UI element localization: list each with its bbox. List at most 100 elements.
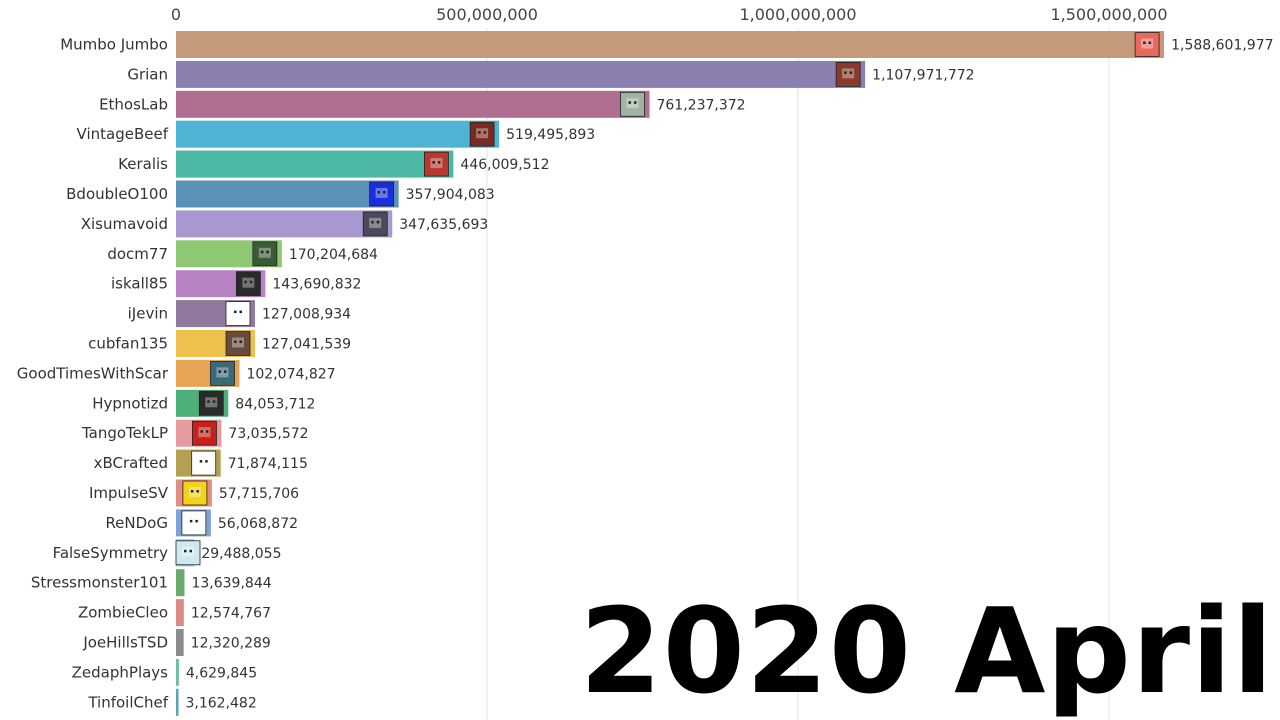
bar bbox=[176, 210, 393, 238]
bar-group: ZedaphPlays 4,629,845 bbox=[72, 658, 257, 686]
bar-group: BdoubleO100 357,904,083 bbox=[66, 180, 495, 208]
value-label: 102,074,827 bbox=[246, 366, 335, 382]
avatar-eye bbox=[207, 400, 210, 403]
value-label: 143,690,832 bbox=[272, 277, 361, 293]
category-label: GoodTimesWithScar bbox=[17, 364, 169, 382]
tangotek-avatar-icon bbox=[192, 420, 217, 446]
avatar-eye bbox=[260, 250, 264, 254]
avatar-eye bbox=[195, 519, 198, 523]
avatar-face bbox=[626, 98, 639, 109]
avatar-eye bbox=[190, 490, 194, 493]
avatar-eye bbox=[437, 161, 441, 164]
avatar-eye bbox=[184, 549, 187, 553]
x-tick-label: 1,500,000,000 bbox=[1050, 5, 1167, 24]
avatar-face bbox=[187, 516, 200, 527]
avatar-eye bbox=[432, 161, 435, 164]
bar-group: Grian 1,107,971,772 bbox=[127, 60, 975, 88]
vintagebeef-avatar-icon bbox=[469, 121, 495, 147]
avatar-eye bbox=[239, 310, 242, 314]
avatar-eye bbox=[376, 220, 380, 224]
avatar-eye bbox=[844, 71, 847, 74]
avatar-face bbox=[258, 247, 271, 258]
value-label: 4,629,845 bbox=[186, 665, 257, 681]
avatar-face bbox=[242, 277, 255, 288]
avatar-eye bbox=[223, 370, 227, 373]
bar bbox=[176, 688, 179, 716]
keralis-avatar-icon bbox=[424, 151, 449, 177]
bar-group: docm77 170,204,684 bbox=[107, 240, 378, 268]
value-label: 73,035,572 bbox=[228, 426, 308, 442]
category-label: TangoTekLP bbox=[81, 424, 168, 442]
avatar-eye bbox=[189, 519, 193, 523]
avatar-face bbox=[842, 68, 855, 79]
bar bbox=[176, 90, 650, 118]
category-label: JoeHillsTSD bbox=[82, 634, 168, 652]
value-label: 127,041,539 bbox=[262, 337, 351, 353]
avatar-frame bbox=[835, 62, 861, 87]
avatar-frame bbox=[424, 151, 449, 177]
avatar-face bbox=[375, 188, 388, 198]
value-label: 71,874,115 bbox=[228, 456, 308, 472]
value-label: 12,320,289 bbox=[191, 636, 271, 652]
category-label: Stressmonster101 bbox=[31, 574, 168, 592]
avatar-eye bbox=[205, 430, 209, 433]
avatar-frame bbox=[252, 241, 278, 267]
avatar-face bbox=[216, 367, 229, 378]
avatar-face bbox=[205, 397, 218, 408]
x-tick-label: 1,000,000,000 bbox=[739, 5, 856, 24]
avatar-eye bbox=[633, 101, 637, 104]
value-label: 84,053,712 bbox=[235, 396, 315, 412]
avatar-frame bbox=[225, 301, 251, 327]
avatar-eye bbox=[205, 460, 208, 463]
category-label: Hypnotizd bbox=[92, 394, 168, 412]
value-label: 12,574,767 bbox=[191, 606, 271, 622]
value-label: 1,588,601,977 bbox=[1171, 38, 1273, 54]
bar bbox=[176, 31, 1165, 58]
category-label: EthosLab bbox=[99, 95, 168, 113]
avatar-frame bbox=[362, 211, 388, 237]
category-label: ImpulseSV bbox=[89, 484, 169, 502]
avatar-eye bbox=[234, 340, 237, 343]
avatar-face bbox=[1141, 38, 1154, 49]
value-label: 347,635,693 bbox=[399, 217, 488, 233]
category-label: ZombieCleo bbox=[78, 604, 168, 622]
bar-group: TangoTekLP 73,035,572 bbox=[81, 419, 309, 447]
bar-group: Keralis 446,009,512 bbox=[118, 150, 549, 178]
value-label: 357,904,083 bbox=[406, 187, 495, 203]
category-label: iskall85 bbox=[111, 275, 168, 293]
avatar-eye bbox=[200, 430, 203, 433]
period-label: 2020 April bbox=[579, 582, 1274, 720]
avatar-eye bbox=[244, 280, 247, 284]
avatar-eye bbox=[371, 220, 374, 224]
avatar-face bbox=[232, 337, 245, 348]
bar-group: ImpulseSV 57,715,706 bbox=[89, 479, 299, 507]
bar-group: ZombieCleo 12,574,767 bbox=[78, 599, 271, 627]
bar bbox=[176, 599, 184, 627]
value-label: 13,639,844 bbox=[191, 576, 271, 592]
value-label: 3,162,482 bbox=[186, 695, 257, 711]
scar-avatar-icon bbox=[210, 360, 235, 386]
falsesymmetry-avatar-icon bbox=[175, 540, 201, 566]
avatar-frame bbox=[182, 480, 208, 506]
value-label: 127,008,934 bbox=[262, 307, 351, 323]
avatar-frame bbox=[620, 91, 645, 117]
avatar-face bbox=[188, 487, 201, 497]
value-label: 57,715,706 bbox=[219, 486, 299, 502]
bar bbox=[176, 180, 399, 208]
category-label: ZedaphPlays bbox=[72, 663, 169, 681]
bar bbox=[176, 569, 185, 597]
category-label: xBCrafted bbox=[94, 454, 168, 472]
bar-group: JoeHillsTSD 12,320,289 bbox=[82, 629, 271, 656]
avatar-frame bbox=[369, 181, 395, 207]
x-tick-label: 500,000,000 bbox=[436, 5, 538, 24]
avatar-eye bbox=[249, 280, 253, 284]
category-label: cubfan135 bbox=[88, 335, 168, 353]
avatar-eye bbox=[1143, 41, 1146, 44]
x-tick-label: 0 bbox=[171, 5, 181, 24]
avatar-frame bbox=[181, 510, 207, 536]
category-label: iJevin bbox=[128, 305, 168, 323]
value-label: 1,107,971,772 bbox=[872, 67, 974, 83]
avatar-eye bbox=[189, 549, 192, 553]
iskall85-avatar-icon bbox=[235, 271, 261, 297]
xbcrafted-avatar-icon bbox=[191, 450, 217, 476]
